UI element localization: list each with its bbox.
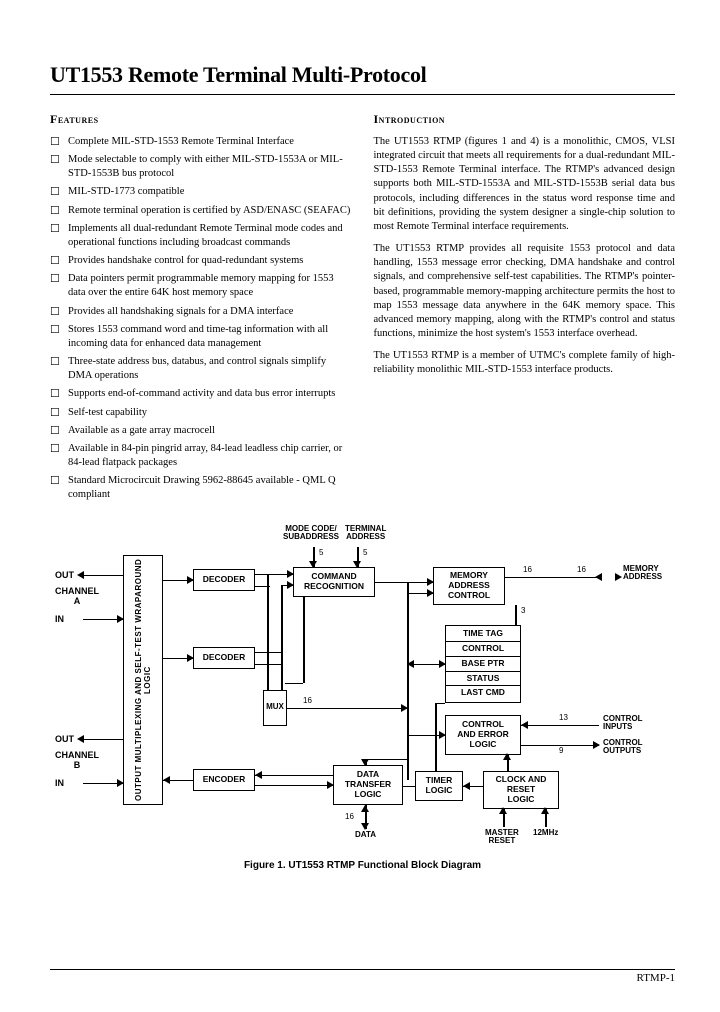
control-error-logic: CONTROL AND ERROR LOGIC — [445, 715, 521, 755]
two-column-layout: Features Complete MIL-STD-1553 Remote Te… — [50, 111, 675, 507]
control-inputs-label: CONTROL INPUTS — [603, 715, 643, 733]
features-heading: Features — [50, 111, 352, 127]
mhz-label: 12MHz — [533, 829, 558, 838]
feature-item: Available as a gate array macrocell — [50, 424, 352, 438]
footer-rule — [50, 969, 675, 970]
feature-item: Available in 84-pin pingrid array, 84-le… — [50, 442, 352, 470]
features-column: Features Complete MIL-STD-1553 Remote Te… — [50, 111, 352, 507]
feature-item: Complete MIL-STD-1553 Remote Terminal In… — [50, 135, 352, 149]
page-title: UT1553 Remote Terminal Multi-Protocol — [50, 60, 675, 90]
clock-reset-logic: CLOCK AND RESET LOGIC — [483, 771, 559, 809]
baseptr-reg: BASE PTR — [446, 656, 520, 671]
feature-item: Implements all dual-redundant Remote Ter… — [50, 222, 352, 250]
decoder-1: DECODER — [193, 569, 255, 591]
feature-item: Remote terminal operation is certified b… — [50, 204, 352, 218]
lastcmd-reg: LAST CMD — [446, 685, 520, 700]
output-mux-block: OUTPUT MULTIPLEXING AND SELF-TEST WRAPAR… — [123, 555, 163, 805]
bus13: 13 — [559, 714, 568, 723]
intro-text: The UT1553 RTMP (figures 1 and 4) is a m… — [374, 135, 676, 378]
mux: MUX — [263, 690, 287, 726]
bus16b: 16 — [523, 566, 532, 575]
termaddr-label: TERMINAL ADDRESS — [345, 525, 386, 543]
out-a-label: OUT — [55, 571, 74, 581]
intro-column: Introduction The UT1553 RTMP (figures 1 … — [374, 111, 676, 507]
title-rule — [50, 94, 675, 95]
memory-address-control: MEMORY ADDRESS CONTROL — [433, 567, 505, 605]
control-outputs-label: CONTROL OUTPUTS — [603, 739, 643, 757]
data-label: DATA — [355, 831, 376, 840]
channel-a-label: CHANNEL A — [55, 587, 99, 607]
feature-item: Provides handshake control for quad-redu… — [50, 254, 352, 268]
data-transfer-logic: DATA TRANSFER LOGIC — [333, 765, 403, 805]
timer-logic: TIMER LOGIC — [415, 771, 463, 801]
status-reg: STATUS — [446, 671, 520, 686]
bus16-mux: 16 — [303, 697, 312, 706]
feature-item: Self-test capability — [50, 406, 352, 420]
figure-wrap: OUT CHANNEL A IN OUT CHANNEL B IN OUTPUT… — [50, 525, 675, 873]
control-reg: CONTROL — [446, 641, 520, 656]
out-b-label: OUT — [55, 735, 74, 745]
page-footer: RTMP-1 — [637, 971, 675, 986]
memory-address-label: MEMORY ADDRESS — [623, 565, 662, 583]
decoder-2: DECODER — [193, 647, 255, 669]
intro-heading: Introduction — [374, 111, 676, 127]
bus3: 3 — [521, 607, 525, 616]
feature-item: Standard Microcircuit Drawing 5962-88645… — [50, 474, 352, 502]
bus16c: 16 — [577, 566, 586, 575]
bus5b: 5 — [363, 549, 367, 558]
feature-item: Mode selectable to comply with either MI… — [50, 153, 352, 181]
in-b-label: IN — [55, 779, 64, 789]
bus9: 9 — [559, 747, 563, 756]
feature-item: Data pointers permit programmable memory… — [50, 272, 352, 300]
figure-caption: Figure 1. UT1553 RTMP Functional Block D… — [50, 859, 675, 873]
feature-item: Stores 1553 command word and time-tag in… — [50, 323, 352, 351]
register-stack: TIME TAG CONTROL BASE PTR STATUS LAST CM… — [445, 625, 521, 703]
timetag-reg: TIME TAG — [446, 627, 520, 641]
bus5a: 5 — [319, 549, 323, 558]
intro-paragraph: The UT1553 RTMP (figures 1 and 4) is a m… — [374, 135, 676, 234]
feature-item: Supports end-of-command activity and dat… — [50, 387, 352, 401]
feature-item: Three-state address bus, databus, and co… — [50, 355, 352, 383]
master-reset-label: MASTER RESET — [485, 829, 519, 847]
command-recognition: COMMAND RECOGNITION — [293, 567, 375, 597]
feature-item: Provides all handshaking signals for a D… — [50, 305, 352, 319]
in-a-label: IN — [55, 615, 64, 625]
intro-paragraph: The UT1553 RTMP provides all requisite 1… — [374, 242, 676, 341]
channel-b-label: CHANNEL B — [55, 751, 99, 771]
bus16d: 16 — [345, 813, 354, 822]
intro-paragraph: The UT1553 RTMP is a member of UTMC's co… — [374, 349, 676, 377]
feature-item: MIL-STD-1773 compatible — [50, 185, 352, 199]
modecode-label: MODE CODE/ SUBADDRESS — [283, 525, 339, 543]
encoder: ENCODER — [193, 769, 255, 791]
features-list: Complete MIL-STD-1553 Remote Terminal In… — [50, 135, 352, 503]
block-diagram: OUT CHANNEL A IN OUT CHANNEL B IN OUTPUT… — [55, 525, 670, 855]
